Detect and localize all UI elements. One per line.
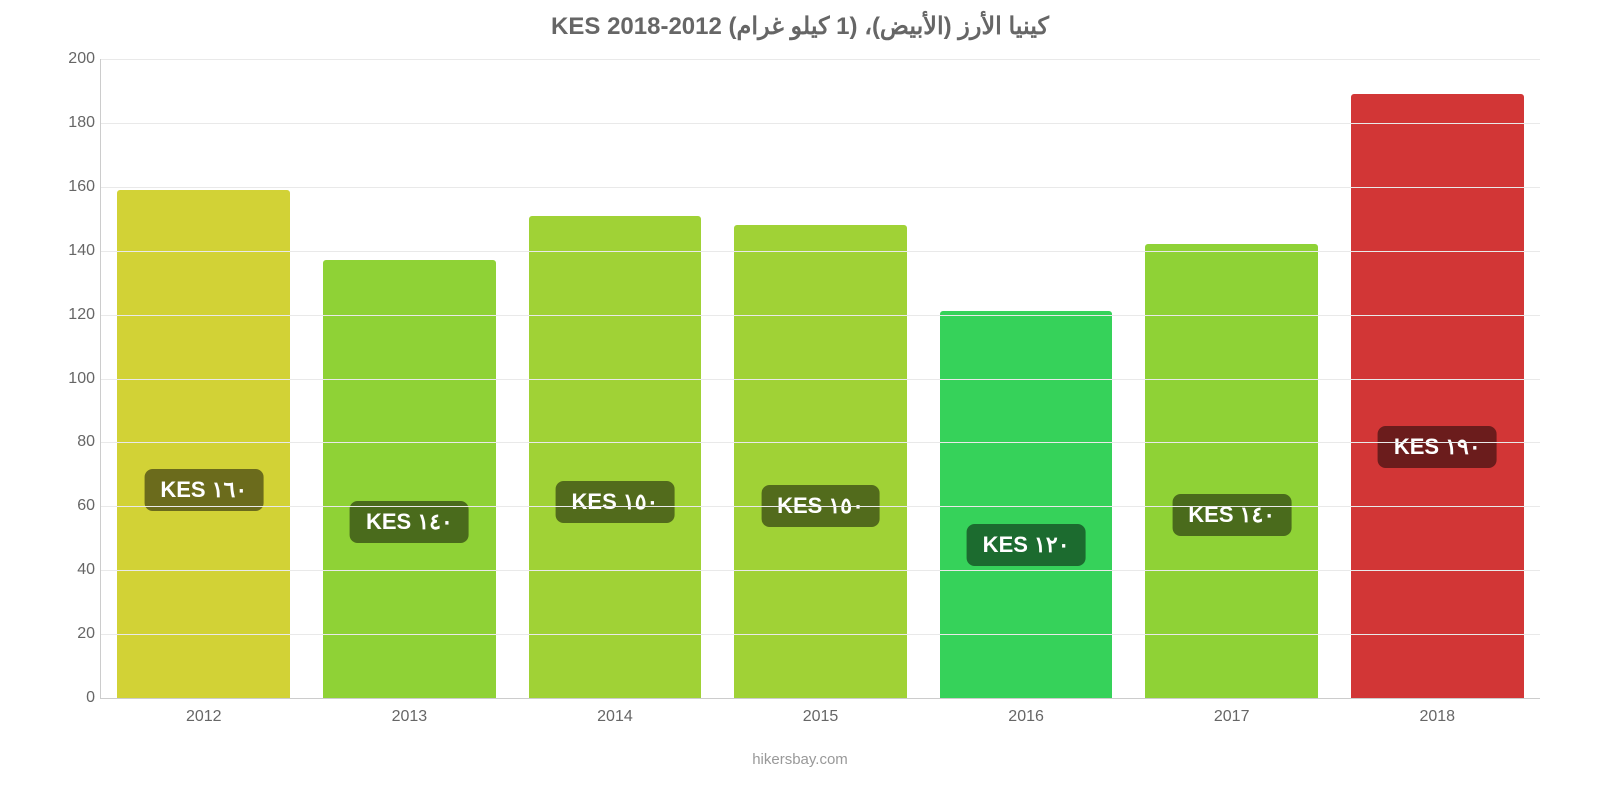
- bar: ١٤٠ KES: [323, 260, 496, 698]
- bar-value-badge: ١٦٠ KES: [144, 469, 263, 511]
- gridline: [101, 187, 1540, 188]
- bar-value-badge: ١٤٠ KES: [350, 501, 469, 543]
- gridline: [101, 59, 1540, 60]
- chart-title: كينيا الأرز (الأبيض)، (1 كيلو غرام) KES …: [551, 12, 1049, 41]
- y-tick-label: 160: [51, 178, 95, 196]
- x-tick-label: 2015: [803, 708, 839, 726]
- gridline: [101, 634, 1540, 635]
- x-tick-label: 2012: [186, 708, 222, 726]
- x-tick-label: 2016: [1008, 708, 1044, 726]
- y-tick-label: 100: [51, 370, 95, 388]
- bar-value-badge: ١٩٠ KES: [1378, 426, 1497, 468]
- bar: ١٩٠ KES: [1351, 94, 1524, 698]
- bar: ١٦٠ KES: [117, 190, 290, 698]
- gridline: [101, 123, 1540, 124]
- gridline: [101, 442, 1540, 443]
- bar: ١٥٠ KES: [734, 225, 907, 698]
- bar: ١٢٠ KES: [940, 311, 1113, 698]
- y-tick-label: 200: [51, 50, 95, 68]
- gridline: [101, 315, 1540, 316]
- gridline: [101, 251, 1540, 252]
- bar-value-badge: ١٥٠ KES: [556, 481, 675, 523]
- gridline: [101, 379, 1540, 380]
- x-tick-label: 2013: [392, 708, 428, 726]
- plot-area: ١٦٠ KES2012١٤٠ KES2013١٥٠ KES2014١٥٠ KES…: [100, 59, 1540, 699]
- gridline: [101, 506, 1540, 507]
- y-tick-label: 140: [51, 242, 95, 260]
- chart-area: ١٦٠ KES 2012 ١٤٠ KES 2013 ١٥٠ KES 2014 ١٥٠ KES…: [40, 49, 1560, 749]
- bar: ١٤٠ KES: [1145, 244, 1318, 698]
- bar-value-badge: ١٢٠ KES: [967, 524, 1086, 566]
- x-tick-label: 2014: [597, 708, 633, 726]
- attribution: hikersbay.com: [752, 751, 848, 768]
- y-tick-label: 180: [51, 114, 95, 132]
- x-tick-label: 2017: [1214, 708, 1250, 726]
- y-tick-label: 120: [51, 306, 95, 324]
- y-tick-label: 0: [51, 689, 95, 707]
- y-tick-label: 40: [51, 561, 95, 579]
- bar-value-badge: ١٤٠ KES: [1172, 494, 1291, 536]
- y-tick-label: 60: [51, 497, 95, 515]
- gridline: [101, 570, 1540, 571]
- y-tick-label: 80: [51, 433, 95, 451]
- x-tick-label: 2018: [1419, 708, 1455, 726]
- bar: ١٥٠ KES: [529, 216, 702, 698]
- y-tick-label: 20: [51, 625, 95, 643]
